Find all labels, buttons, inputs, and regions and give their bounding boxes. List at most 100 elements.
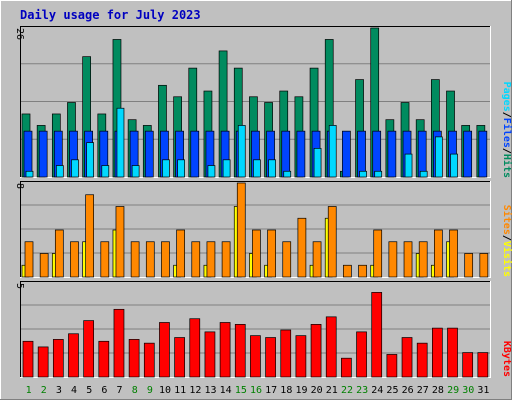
bar-kbytes-day-16: [250, 335, 261, 378]
bar-kbytes-day-1: [22, 340, 34, 378]
bar-kbytes-day-10: [159, 322, 170, 378]
bar-sites-day-12: [191, 241, 201, 278]
x-label-day-3: 3: [56, 385, 62, 396]
panel-1: 26: [14, 26, 491, 178]
bar-kbytes-day-8: [128, 339, 140, 378]
bar-kbytes-day-17: [265, 337, 276, 378]
bar-sites-day-9: [145, 241, 155, 278]
bar-sites-day-28: [434, 229, 443, 278]
bar-sites-day-17: [267, 229, 276, 278]
bar-files-day-22: [342, 130, 351, 178]
bar-kbytes-day-9: [143, 342, 155, 378]
bar-pages-day-14: [222, 159, 231, 178]
x-label-day-19: 19: [295, 385, 307, 396]
bar-files-day-9: [144, 130, 154, 178]
bar-sites-day-14: [221, 241, 231, 278]
y-max-label: 26: [14, 28, 25, 40]
bar-sites-day-30: [464, 253, 474, 278]
bar-pages-day-10: [162, 159, 170, 178]
bar-pages-day-16: [253, 159, 261, 178]
bar-sites-day-19: [297, 217, 307, 278]
bar-files-day-18: [281, 130, 291, 178]
bar-sites-day-10: [161, 241, 170, 278]
x-label-day-23: 23: [356, 385, 368, 396]
bar-sites-day-8: [130, 241, 140, 278]
bar-kbytes-day-28: [432, 327, 443, 378]
legend-visits: Visits: [501, 241, 512, 277]
bar-kbytes-day-29: [447, 327, 458, 378]
bar-sites-day-4: [70, 241, 79, 278]
x-label-day-1: 1: [26, 385, 32, 396]
bar-files-day-31: [478, 130, 488, 178]
bar-kbytes-day-31: [477, 352, 489, 378]
bar-sites-day-2: [39, 253, 49, 278]
legend-top: Pages/Files/Hits: [501, 82, 512, 178]
x-label-day-26: 26: [402, 385, 414, 396]
bar-sites-day-7: [115, 206, 125, 278]
x-label-day-16: 16: [250, 385, 262, 396]
bar-pages-day-4: [71, 159, 79, 178]
legend-pages: Pages: [501, 82, 512, 112]
bar-sites-day-5: [85, 194, 94, 278]
bar-pages-day-21: [328, 125, 337, 178]
bar-files-day-2: [38, 130, 48, 178]
legend-hits: Hits: [501, 154, 512, 178]
bar-sites-day-23: [358, 264, 367, 278]
bar-pages-day-7: [116, 107, 125, 178]
x-label-day-27: 27: [417, 385, 429, 396]
bar-kbytes-day-19: [295, 335, 307, 378]
bar-kbytes-day-27: [416, 342, 428, 378]
bar-kbytes-day-11: [174, 337, 185, 378]
bar-sites-day-11: [176, 229, 185, 278]
bar-pages-day-8: [131, 165, 140, 178]
bar-files-day-27: [417, 130, 427, 178]
bar-files-day-24: [372, 130, 382, 178]
bar-pages-day-6: [101, 165, 110, 178]
x-label-day-18: 18: [280, 385, 292, 396]
bar-kbytes-day-22: [341, 357, 352, 378]
x-label-day-10: 10: [159, 385, 171, 396]
bar-files-day-30: [463, 130, 473, 178]
x-label-day-13: 13: [204, 385, 216, 396]
bar-files-day-23: [357, 130, 366, 178]
bar-sites-day-18: [282, 241, 292, 278]
bar-kbytes-day-6: [98, 340, 110, 378]
x-label-day-31: 31: [477, 385, 489, 396]
bar-kbytes-day-25: [386, 354, 398, 378]
bar-pages-day-26: [404, 153, 413, 178]
panels: 26 8 5: [14, 26, 491, 378]
x-label-day-7: 7: [117, 385, 123, 396]
legend-sites: Sites: [501, 205, 512, 235]
bar-kbytes-day-12: [189, 318, 201, 378]
bar-sites-day-3: [54, 229, 64, 278]
bar-sites-day-1: [24, 241, 34, 278]
legend-sep: /: [501, 112, 512, 118]
bar-kbytes-day-13: [204, 331, 216, 378]
bar-pages-day-15: [237, 125, 246, 178]
legend-middle: Sites/Visits: [501, 205, 512, 277]
legend-sep: /: [501, 148, 512, 154]
x-label-day-2: 2: [41, 385, 47, 396]
x-label-day-21: 21: [326, 385, 338, 396]
bar-pages-day-11: [177, 159, 185, 178]
bar-pages-day-28: [435, 136, 443, 178]
x-label-day-30: 30: [462, 385, 474, 396]
bar-sites-day-31: [479, 253, 489, 278]
bar-sites-day-15: [236, 182, 246, 278]
bar-kbytes-day-20: [310, 324, 322, 378]
x-label-day-11: 11: [174, 385, 186, 396]
panel-2: 8: [14, 181, 491, 278]
bar-sites-day-29: [449, 229, 458, 278]
x-label-day-5: 5: [86, 385, 92, 396]
x-label-day-22: 22: [341, 385, 353, 396]
x-label-day-15: 15: [235, 385, 247, 396]
bar-sites-day-25: [388, 241, 398, 278]
bar-kbytes-day-15: [234, 324, 246, 378]
bar-pages-day-18: [283, 170, 292, 178]
bar-pages-day-17: [268, 159, 276, 178]
bar-pages-day-29: [450, 153, 458, 178]
bar-kbytes-day-5: [83, 320, 94, 378]
bar-sites-day-16: [252, 229, 261, 278]
bar-kbytes-day-18: [280, 329, 292, 378]
